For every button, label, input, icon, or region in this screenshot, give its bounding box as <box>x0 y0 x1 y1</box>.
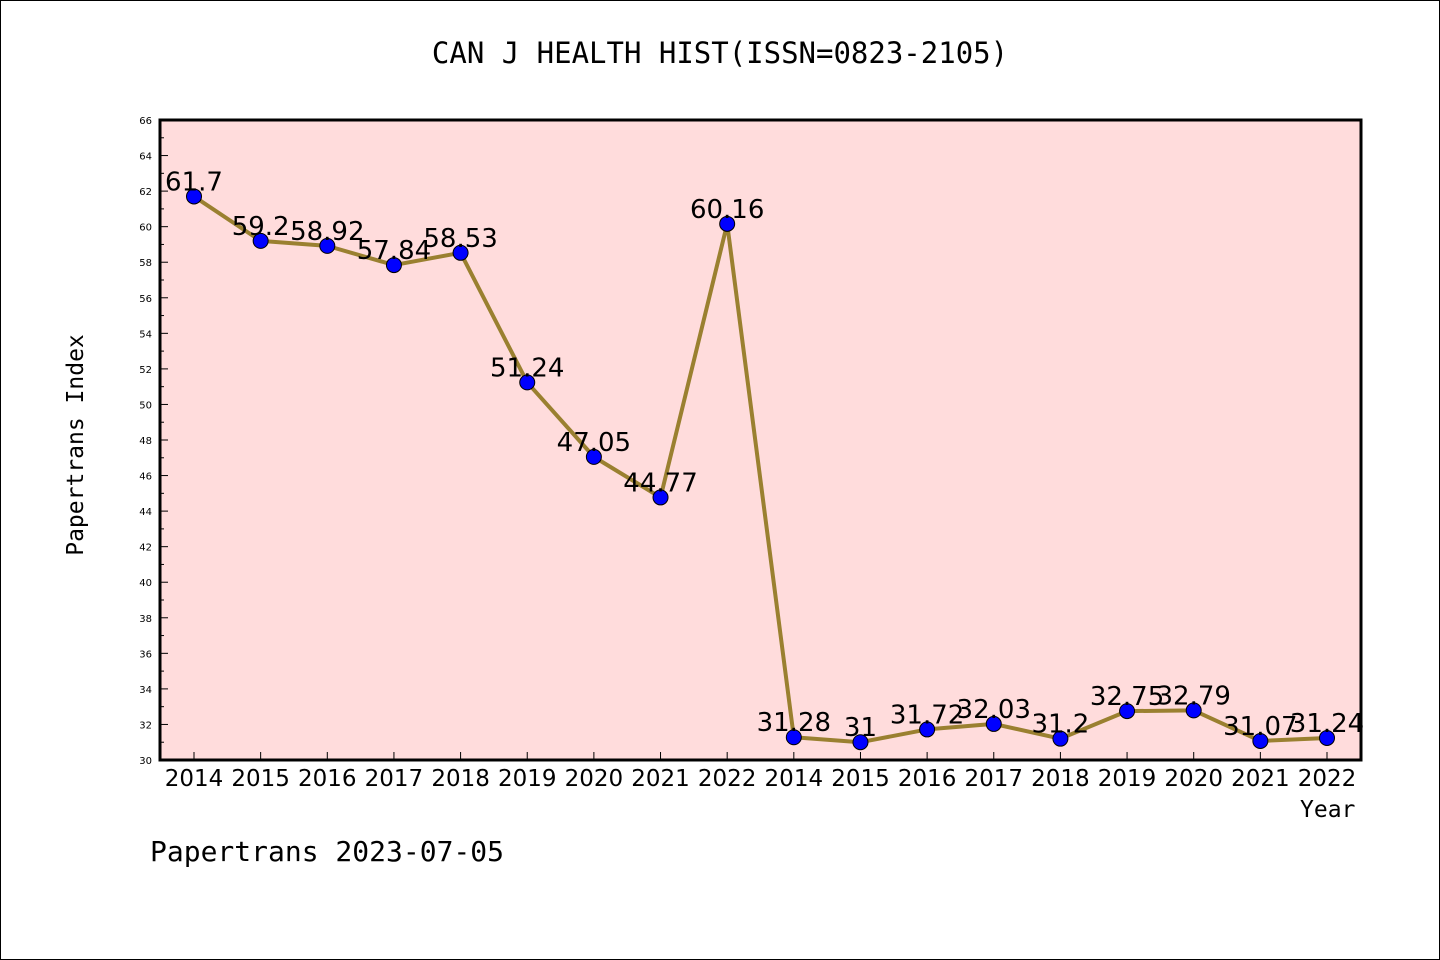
y-tick-label: 66 <box>139 116 152 127</box>
data-label: 61.7 <box>165 167 223 197</box>
data-label: 57.84 <box>357 236 431 266</box>
x-tick-label: 2015 <box>831 766 890 792</box>
data-point <box>519 374 536 391</box>
data-point <box>1119 703 1136 720</box>
data-point <box>719 215 736 232</box>
data-label: 58.53 <box>423 224 497 254</box>
data-label: 58.92 <box>290 217 364 247</box>
data-label: 60.16 <box>690 195 764 225</box>
data-point <box>252 232 269 249</box>
y-tick-label: 58 <box>139 258 152 269</box>
data-label: 31.2 <box>1031 710 1089 740</box>
series-line <box>192 194 1328 745</box>
data-label: 31.72 <box>890 700 964 730</box>
x-tick-label: 2018 <box>1031 766 1090 792</box>
x-axis-label: Year <box>1300 797 1356 823</box>
y-tick-label: 52 <box>139 365 152 376</box>
x-tick-label: 2014 <box>765 766 824 792</box>
data-point <box>319 237 336 254</box>
x-tick-label: 2021 <box>631 766 690 792</box>
y-tick-label: 44 <box>139 507 152 518</box>
data-label: 32.75 <box>1090 682 1164 712</box>
y-tick-label: 40 <box>139 578 152 589</box>
data-point <box>585 448 602 465</box>
x-tick-label: 2017 <box>964 766 1023 792</box>
x-tick-label: 2018 <box>431 766 490 792</box>
y-tick-label: 48 <box>139 436 152 447</box>
data-label: 31 <box>844 713 877 743</box>
data-point <box>385 257 402 274</box>
y-tick-label: 54 <box>139 329 152 340</box>
x-tick-label: 2017 <box>365 766 424 792</box>
x-tick-label: 2016 <box>298 766 357 792</box>
x-tick-label: 2021 <box>1231 766 1290 792</box>
x-tick-label: 2015 <box>231 766 290 792</box>
data-point <box>652 489 669 506</box>
x-tick-label: 2020 <box>565 766 624 792</box>
y-tick-label: 46 <box>139 472 152 483</box>
y-tick-label: 32 <box>139 720 152 731</box>
data-point <box>186 188 202 205</box>
data-point <box>1185 702 1202 719</box>
y-tick-label: 60 <box>139 223 152 234</box>
data-label: 47.05 <box>557 428 631 458</box>
y-tick-label: 36 <box>139 649 152 660</box>
data-label: 44.77 <box>623 468 697 498</box>
y-tick-label: 38 <box>139 614 152 625</box>
data-point <box>919 721 936 738</box>
y-tick-label: 50 <box>139 400 152 411</box>
x-tick-label: 2019 <box>1098 766 1157 792</box>
chart-title: CAN J HEALTH HIST(ISSN=0823-2105) <box>431 36 1009 70</box>
data-label: 31.28 <box>757 708 831 738</box>
y-tick-label: 62 <box>139 187 152 198</box>
data-point <box>852 734 869 751</box>
data-point <box>1052 730 1069 747</box>
y-tick-label: 34 <box>139 685 152 696</box>
footer-note: Papertrans 2023-07-05 <box>150 835 505 868</box>
y-tick-label: 42 <box>139 543 152 554</box>
data-point <box>452 244 469 261</box>
data-point <box>1252 732 1269 749</box>
data-label: 51.24 <box>490 353 564 383</box>
x-tick-label: 2016 <box>898 766 957 792</box>
data-point <box>985 715 1002 732</box>
plot-border <box>158 118 1363 762</box>
x-tick-label: 2020 <box>1164 766 1223 792</box>
data-label: 31.24 <box>1290 709 1364 739</box>
y-tick-label: 64 <box>139 152 152 163</box>
x-tick-label: 2022 <box>1298 766 1357 792</box>
y-tick-label: 56 <box>139 294 152 305</box>
data-label: 59.2 <box>232 212 290 242</box>
data-label: 32.79 <box>1156 681 1230 711</box>
data-label: 31.07 <box>1223 712 1297 742</box>
x-tick-label: 2019 <box>498 766 557 792</box>
y-tick-label: 30 <box>139 756 152 767</box>
plot-area <box>160 120 1361 760</box>
x-tick-label: 2022 <box>698 766 757 792</box>
data-point <box>785 729 802 746</box>
data-point <box>1319 729 1335 746</box>
data-label: 32.03 <box>957 695 1031 725</box>
x-tick-label: 2014 <box>165 766 224 792</box>
